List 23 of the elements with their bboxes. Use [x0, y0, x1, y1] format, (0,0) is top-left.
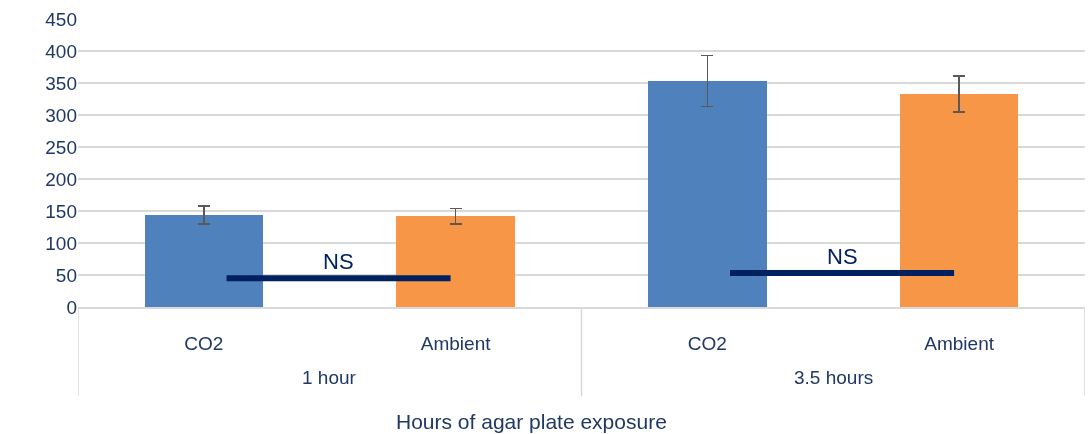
bar — [145, 215, 263, 307]
y-tick-label: 50 — [55, 264, 77, 286]
y-tick-label: 150 — [45, 200, 77, 222]
x-axis-title: Hours of agar plate exposure — [396, 410, 667, 433]
x-tick-label: CO2 — [184, 332, 224, 354]
x-tick-label: Ambient — [420, 332, 492, 354]
y-tick-label: 0 — [66, 296, 77, 318]
y-tick-label: 300 — [45, 104, 77, 126]
y-tick-label: 200 — [45, 168, 77, 190]
x-tick-label: CO2 — [687, 332, 727, 354]
annotation: NS — [827, 244, 858, 269]
bar — [396, 216, 515, 307]
y-tick-label: 400 — [45, 40, 77, 62]
y-tick-label: 350 — [45, 72, 77, 94]
y-tick-label: 450 — [45, 8, 77, 30]
bar — [648, 81, 767, 307]
y-tick-label: 250 — [45, 136, 77, 158]
y-tick-label: 100 — [45, 232, 77, 254]
text: 3.5 hours — [794, 367, 874, 388]
x-tick-label: Ambient — [924, 332, 995, 354]
bar — [900, 94, 1018, 307]
annotation: NS — [323, 249, 354, 274]
text: 1 hour — [302, 367, 357, 388]
